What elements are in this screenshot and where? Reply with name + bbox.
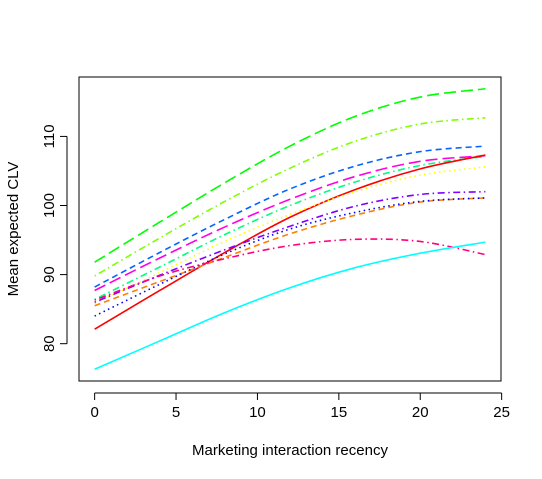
series-line-11 xyxy=(94,238,486,301)
x-axis-label: Marketing interaction recency xyxy=(192,442,388,459)
x-tick-label: 25 xyxy=(493,404,510,421)
y-tick-label: 110 xyxy=(41,124,58,148)
series-line-5 xyxy=(94,155,486,301)
x-axis: 0 5 10 15 20 25 xyxy=(90,392,510,421)
x-tick-label: 20 xyxy=(412,404,429,421)
plot-box xyxy=(78,76,502,382)
y-axis-label: Mean expected CLV xyxy=(5,162,22,297)
y-tick-label: 90 xyxy=(41,266,58,283)
series-line-4 xyxy=(94,154,486,292)
series-line-3 xyxy=(94,145,486,288)
x-tick-label: 15 xyxy=(330,404,347,421)
y-tick-label: 80 xyxy=(41,335,58,352)
series-line-8 xyxy=(94,197,486,307)
series-line-7 xyxy=(94,166,486,305)
series-line-2 xyxy=(94,116,486,277)
series-layer xyxy=(94,87,486,370)
y-axis: 80 90 100 110 xyxy=(41,124,68,352)
y-tick-label: 100 xyxy=(41,193,58,218)
x-tick-label: 10 xyxy=(249,404,266,421)
series-line-1 xyxy=(94,87,486,263)
series-line-6 xyxy=(94,154,486,330)
x-tick-label: 0 xyxy=(90,404,98,421)
series-line-12 xyxy=(94,241,486,370)
x-tick-label: 5 xyxy=(172,404,180,421)
